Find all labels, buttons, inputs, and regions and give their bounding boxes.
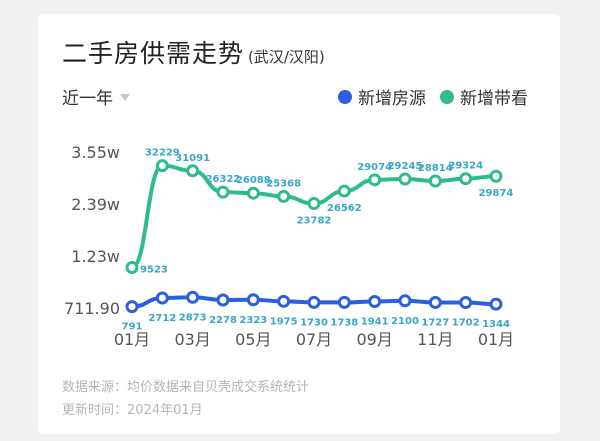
- update-time-note: 更新时间：2024年01月: [62, 403, 203, 418]
- data-label: 791: [122, 322, 143, 333]
- data-label: 1344: [482, 319, 510, 330]
- period-dropdown[interactable]: 近一年: [62, 84, 130, 109]
- data-point: [489, 169, 503, 183]
- data-label: 1727: [421, 317, 449, 328]
- data-label: 1730: [300, 317, 328, 328]
- data-label: 25368: [266, 178, 301, 189]
- y-tick-label: 711.90: [64, 299, 120, 318]
- data-point: [186, 164, 200, 178]
- legend-label-viewings: 新增带看: [460, 89, 528, 109]
- legend-dot-icon: [338, 89, 352, 104]
- title-row: 二手房供需走势 (武汉/汉阳): [62, 34, 325, 70]
- y-tick-label: 2.39w: [71, 195, 120, 214]
- data-label: 1702: [452, 318, 480, 329]
- data-point: [337, 184, 351, 198]
- legend-item-listings[interactable]: 新增房源: [338, 84, 426, 109]
- data-label: 26322: [206, 174, 241, 185]
- data-point: [216, 185, 230, 199]
- data-point: [125, 260, 139, 274]
- data-label: 2100: [391, 316, 419, 327]
- period-label: 近一年: [62, 89, 113, 109]
- data-label: 32229: [145, 148, 180, 159]
- caret-down-icon: [120, 94, 130, 101]
- x-tick-label: 09月: [356, 330, 392, 349]
- y-tick-label: 1.23w: [71, 247, 120, 266]
- legend-dot-icon: [440, 89, 454, 104]
- data-point: [307, 295, 321, 309]
- x-tick-label: 01月: [478, 330, 514, 349]
- data-label: 28814: [418, 163, 453, 174]
- data-point: [186, 290, 200, 304]
- data-point: [216, 293, 230, 307]
- data-point: [337, 295, 351, 309]
- data-point: [125, 300, 139, 314]
- data-point: [368, 173, 382, 187]
- x-tick-label: 01月: [114, 330, 150, 349]
- data-label: 31091: [175, 153, 210, 164]
- data-label: 2278: [209, 315, 237, 326]
- data-point: [428, 295, 442, 309]
- data-label: 26562: [327, 203, 362, 214]
- data-point: [459, 296, 473, 310]
- data-point: [459, 172, 473, 186]
- data-label: 2873: [179, 312, 207, 323]
- data-point: [398, 294, 412, 308]
- data-label: 23782: [297, 216, 332, 227]
- data-point: [277, 294, 291, 308]
- y-tick-label: 3.55w: [71, 143, 120, 162]
- data-point: [489, 297, 503, 311]
- data-label: 29245: [388, 161, 423, 172]
- chart-title: 二手房供需走势: [62, 39, 245, 68]
- x-tick-label: 11月: [417, 330, 453, 349]
- data-label: 29874: [479, 188, 514, 199]
- x-tick-label: 05月: [235, 330, 271, 349]
- data-label: 1941: [361, 316, 389, 327]
- x-tick-label: 03月: [174, 330, 210, 349]
- legend: 新增房源 新增带看: [324, 84, 528, 109]
- data-point: [155, 291, 169, 305]
- data-point: [398, 172, 412, 186]
- data-label: 26088: [236, 175, 271, 186]
- data-point: [277, 189, 291, 203]
- data-source-note: 数据来源：均价数据来自贝壳成交系统统计: [62, 380, 310, 395]
- data-label: 29074: [357, 162, 392, 173]
- data-point: [246, 293, 260, 307]
- data-label: 2323: [239, 315, 267, 326]
- data-point: [368, 294, 382, 308]
- chart-card: 二手房供需走势 (武汉/汉阳) 近一年 新增房源 新增带看 711.90 1.23w…: [38, 14, 560, 434]
- legend-item-viewings[interactable]: 新增带看: [440, 84, 528, 109]
- data-point: [246, 186, 260, 200]
- data-label: 9523: [140, 264, 168, 275]
- data-point: [155, 159, 169, 173]
- data-label: 1738: [330, 317, 358, 328]
- data-point: [307, 197, 321, 211]
- data-label: 1975: [270, 316, 298, 327]
- legend-label-listings: 新增房源: [358, 89, 426, 109]
- data-point: [428, 174, 442, 188]
- data-label: 2712: [148, 313, 176, 324]
- line-chart: 711.90 1.23w 2.39w 3.55w 01月 03月 05月 07月 09月 11月 0…: [64, 143, 514, 349]
- data-label: 29324: [448, 161, 483, 172]
- chart-subtitle: (武汉/汉阳): [248, 48, 325, 66]
- x-tick-label: 07月: [296, 330, 332, 349]
